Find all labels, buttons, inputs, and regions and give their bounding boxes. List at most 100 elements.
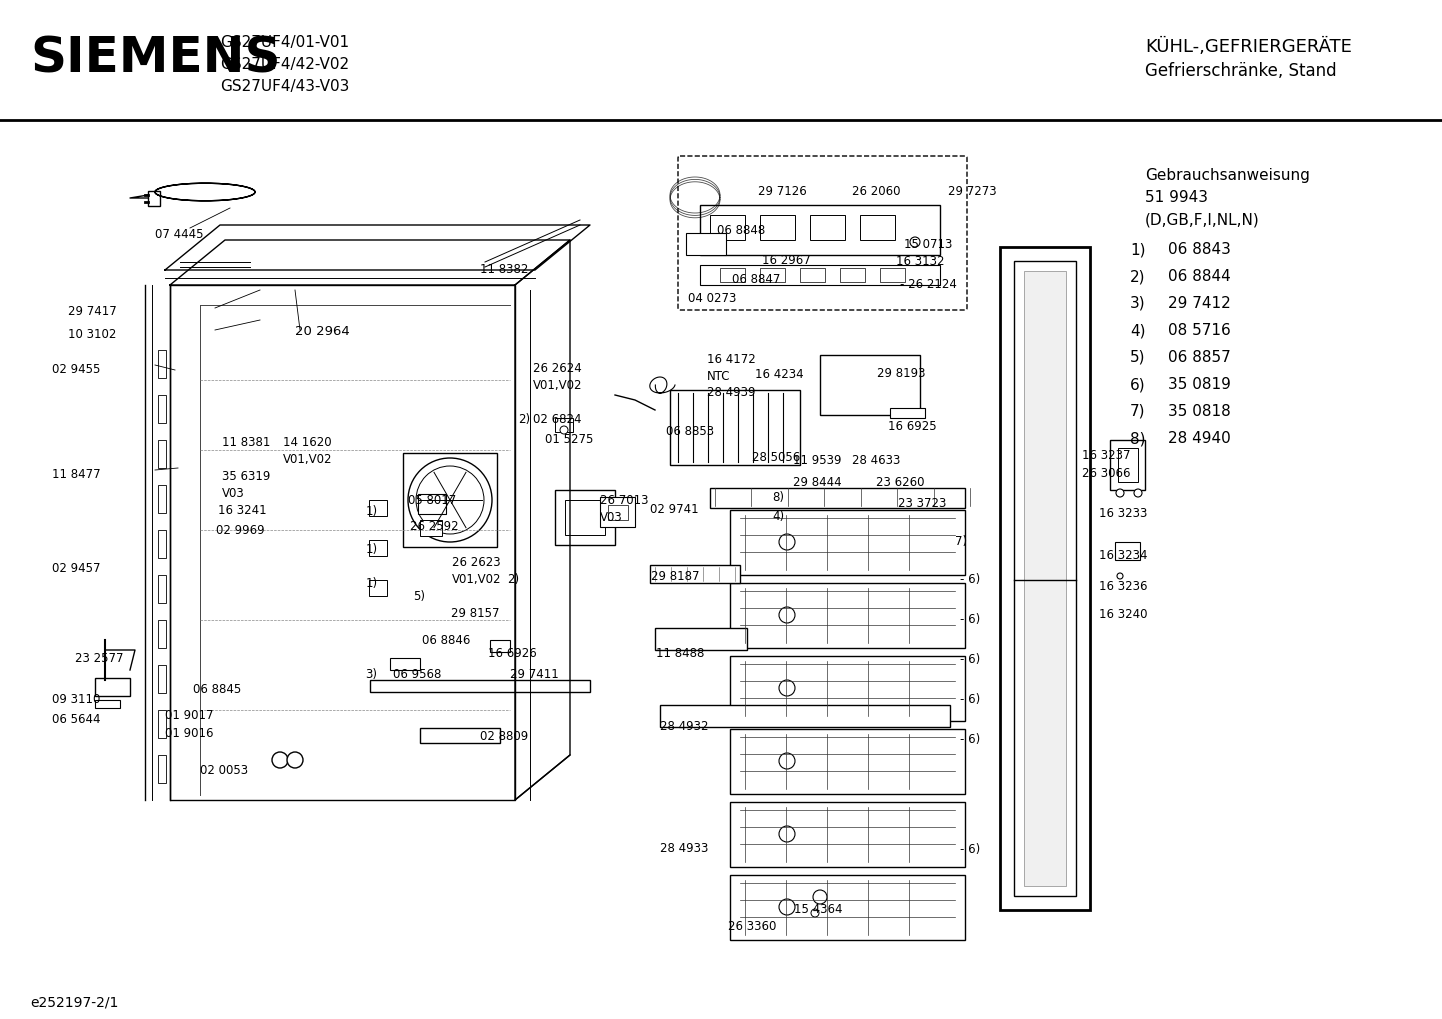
Text: 16 6925: 16 6925 xyxy=(888,420,937,433)
Bar xyxy=(810,215,845,240)
Bar xyxy=(1118,448,1138,482)
Text: 06 8845: 06 8845 xyxy=(193,683,241,696)
Bar xyxy=(369,580,386,596)
Text: 02 6824: 02 6824 xyxy=(534,413,581,426)
Circle shape xyxy=(1116,489,1123,497)
Bar xyxy=(555,490,614,545)
Bar xyxy=(418,494,446,514)
Text: - 6): - 6) xyxy=(960,613,981,626)
Text: 16 3132: 16 3132 xyxy=(895,255,945,268)
Text: 16 3236: 16 3236 xyxy=(1099,580,1148,593)
Text: 16 2967: 16 2967 xyxy=(761,254,810,267)
Text: V01,V02: V01,V02 xyxy=(451,573,502,586)
Text: 3): 3) xyxy=(1131,296,1145,311)
Text: 26 7013: 26 7013 xyxy=(600,494,649,507)
Bar xyxy=(389,658,420,671)
Bar xyxy=(1110,440,1145,490)
Bar xyxy=(369,540,386,556)
Bar xyxy=(159,485,166,513)
Bar xyxy=(730,875,965,940)
Circle shape xyxy=(408,458,492,542)
Circle shape xyxy=(1118,573,1123,579)
Text: 16 4234: 16 4234 xyxy=(756,368,803,381)
Bar xyxy=(609,505,629,520)
Bar xyxy=(1115,542,1141,560)
Text: 02 9457: 02 9457 xyxy=(52,562,101,575)
Text: 8): 8) xyxy=(1131,431,1145,446)
Text: 29 7273: 29 7273 xyxy=(947,185,996,198)
Text: V03: V03 xyxy=(222,487,245,500)
Text: 02 8809: 02 8809 xyxy=(480,730,528,743)
Text: 5): 5) xyxy=(1131,350,1145,365)
Text: (D,GB,F,I,NL,N): (D,GB,F,I,NL,N) xyxy=(1145,212,1260,227)
Text: 06 8848: 06 8848 xyxy=(717,224,766,237)
Circle shape xyxy=(810,909,819,917)
Text: Gebrauchsanweisung: Gebrauchsanweisung xyxy=(1145,168,1309,183)
Text: 06 8846: 06 8846 xyxy=(423,634,470,647)
Text: 14 1620: 14 1620 xyxy=(283,436,332,449)
Bar xyxy=(760,215,795,240)
Text: 06 8844: 06 8844 xyxy=(1168,269,1231,284)
Text: 1): 1) xyxy=(1131,242,1145,257)
Text: 28 4940: 28 4940 xyxy=(1168,431,1231,446)
Bar xyxy=(159,710,166,738)
Text: 26 2624: 26 2624 xyxy=(534,362,581,375)
Circle shape xyxy=(779,899,795,915)
Text: 11 8381: 11 8381 xyxy=(222,436,271,449)
Text: 23 3723: 23 3723 xyxy=(898,497,946,510)
Bar xyxy=(699,205,940,255)
Text: 02 9455: 02 9455 xyxy=(52,363,101,376)
Text: 29 7417: 29 7417 xyxy=(68,305,117,318)
Text: - 6): - 6) xyxy=(960,733,981,746)
Text: - 6): - 6) xyxy=(960,843,981,856)
Text: V01,V02: V01,V02 xyxy=(283,453,333,466)
Bar xyxy=(159,575,166,603)
Circle shape xyxy=(287,752,303,768)
Text: 28 4933: 28 4933 xyxy=(660,842,708,855)
Bar xyxy=(880,268,906,282)
Text: KÜHL-,GEFRIERGERÄTE: KÜHL-,GEFRIERGERÄTE xyxy=(1145,38,1353,56)
Text: 06 8853: 06 8853 xyxy=(666,425,714,438)
Text: 04 0273: 04 0273 xyxy=(688,292,737,305)
Text: 11 9539: 11 9539 xyxy=(793,454,842,467)
Text: 05 8017: 05 8017 xyxy=(408,494,456,507)
Bar xyxy=(565,500,606,535)
Circle shape xyxy=(1133,489,1142,497)
Text: - 6): - 6) xyxy=(960,573,981,586)
Bar xyxy=(600,497,634,527)
Bar xyxy=(159,350,166,378)
Text: 20 2964: 20 2964 xyxy=(296,325,350,338)
Text: 15 0713: 15 0713 xyxy=(904,238,952,251)
Text: V03: V03 xyxy=(600,511,623,524)
Bar xyxy=(760,268,784,282)
Text: 8): 8) xyxy=(771,491,784,504)
Text: - 6): - 6) xyxy=(960,693,981,706)
Bar xyxy=(671,390,800,465)
Bar xyxy=(655,628,747,650)
Bar xyxy=(999,247,1090,910)
Bar xyxy=(369,500,386,516)
Text: 29 7412: 29 7412 xyxy=(1168,296,1231,311)
Text: 16 3241: 16 3241 xyxy=(218,504,267,517)
Text: 51 9943: 51 9943 xyxy=(1145,190,1208,205)
Circle shape xyxy=(779,534,795,550)
Text: 23 2577: 23 2577 xyxy=(75,652,124,665)
Bar xyxy=(730,802,965,867)
Text: 26 2623: 26 2623 xyxy=(451,556,500,569)
Bar xyxy=(730,583,965,648)
Text: 29 8444: 29 8444 xyxy=(793,476,842,489)
Bar xyxy=(730,729,965,794)
Text: 01 5275: 01 5275 xyxy=(545,433,593,446)
Text: 2): 2) xyxy=(1131,269,1145,284)
Bar xyxy=(402,453,497,547)
Bar xyxy=(699,265,940,285)
Text: 23 6260: 23 6260 xyxy=(875,476,924,489)
Bar xyxy=(890,408,924,418)
Text: 26 3066: 26 3066 xyxy=(1082,467,1131,480)
Bar xyxy=(730,510,965,575)
Text: 16 3237: 16 3237 xyxy=(1082,449,1131,462)
Text: 1): 1) xyxy=(366,543,378,556)
Text: 06 8847: 06 8847 xyxy=(733,273,780,286)
Circle shape xyxy=(779,753,795,769)
Text: 2): 2) xyxy=(508,573,519,586)
